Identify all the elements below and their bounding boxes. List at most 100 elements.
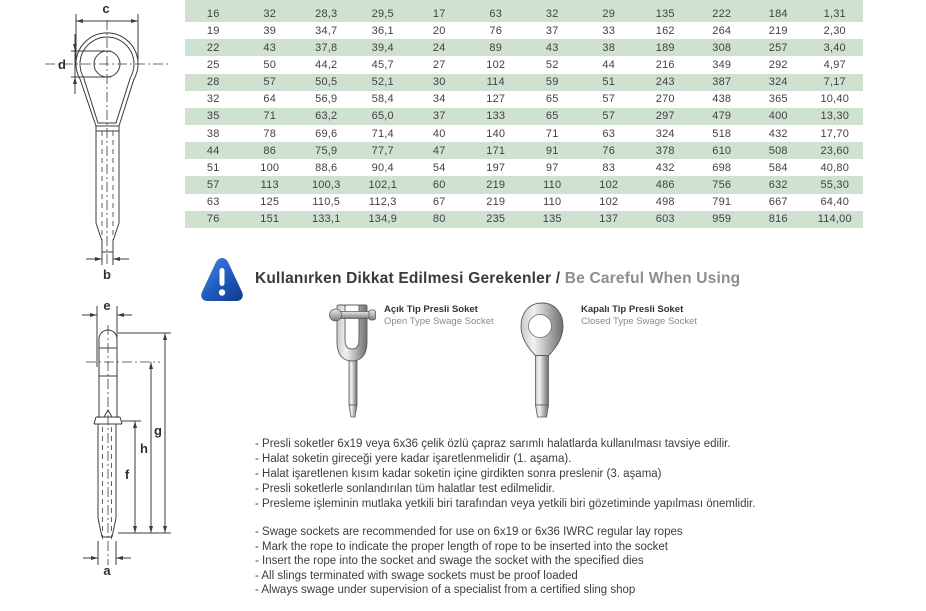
dim-label-g: g bbox=[154, 423, 162, 438]
table-cell: 110 bbox=[543, 196, 562, 209]
table-row: 35 71 63,2 65,0 37 133 65 57 297 479 400… bbox=[185, 107, 863, 125]
table-cell: 17,70 bbox=[820, 127, 850, 140]
table-cell: 80 bbox=[432, 213, 446, 226]
table-cell: 365 bbox=[768, 93, 788, 106]
table-cell: 292 bbox=[768, 58, 788, 71]
table-cell: 44,2 bbox=[315, 58, 338, 71]
table-cell: 43 bbox=[545, 41, 559, 54]
table-cell: 17 bbox=[432, 7, 446, 20]
table-cell: 86 bbox=[263, 144, 277, 157]
table-cell: 297 bbox=[655, 110, 675, 123]
table-cell: 2,30 bbox=[823, 24, 846, 37]
table-cell: 127 bbox=[486, 93, 506, 106]
table-cell: 32 bbox=[263, 7, 277, 20]
table-cell: 264 bbox=[712, 24, 732, 37]
closed-socket-caption: Kapalı Tip Presli Soket Closed Type Swag… bbox=[581, 304, 697, 327]
table-cell: 50 bbox=[263, 58, 277, 71]
closed-socket-title-tr: Kapalı Tip Presli Soket bbox=[581, 304, 684, 315]
table-cell: 71 bbox=[545, 127, 559, 140]
table-cell: 756 bbox=[712, 178, 732, 191]
table-cell: 57 bbox=[602, 110, 616, 123]
instruction-line: - Mark the rope to indicate the proper l… bbox=[255, 540, 668, 553]
table-cell: 77,7 bbox=[371, 144, 394, 157]
table-cell: 102 bbox=[486, 58, 506, 71]
table-cell: 13,30 bbox=[820, 110, 850, 123]
table-cell: 791 bbox=[712, 196, 732, 209]
dim-label-b: b bbox=[103, 267, 111, 282]
table-cell: 816 bbox=[768, 213, 788, 226]
closed-socket-illustration bbox=[520, 302, 564, 418]
table-cell: 102 bbox=[599, 196, 619, 209]
table-cell: 25 bbox=[206, 58, 220, 71]
table-cell: 135 bbox=[655, 7, 675, 20]
table-cell: 58,4 bbox=[371, 93, 394, 106]
section-title-english: Be Careful When Using bbox=[564, 270, 741, 287]
table-cell: 39 bbox=[263, 24, 277, 37]
table-cell: 22 bbox=[206, 41, 220, 54]
table-cell: 479 bbox=[712, 110, 732, 123]
table-cell: 63 bbox=[489, 7, 503, 20]
table-cell: 88,6 bbox=[315, 161, 338, 174]
dim-label-h: h bbox=[140, 441, 148, 456]
table-cell: 32 bbox=[545, 7, 559, 20]
table-cell: 114 bbox=[486, 76, 505, 89]
table-cell: 135 bbox=[542, 213, 562, 226]
table-cell: 508 bbox=[768, 144, 788, 157]
table-cell: 50,5 bbox=[315, 76, 338, 89]
spec-table-section: 16 32 28,3 29,5 17 63 32 29 135 222 184 … bbox=[185, 0, 863, 228]
table-cell: 219 bbox=[486, 178, 506, 191]
table-row: 32 64 56,9 58,4 34 127 65 57 270 438 365… bbox=[185, 91, 863, 108]
closed-socket-title-en: Closed Type Swage Socket bbox=[581, 315, 698, 327]
table-cell: 197 bbox=[486, 161, 506, 174]
dim-label-d: d bbox=[58, 57, 66, 72]
instruction-line: - Halat soketin gireceği yere kadar işar… bbox=[255, 453, 572, 465]
table-cell: 37 bbox=[432, 110, 446, 123]
table-cell: 189 bbox=[655, 41, 675, 54]
table-row: 28 57 50,5 52,1 30 114 59 51 243 387 324… bbox=[185, 73, 863, 91]
table-cell: 64 bbox=[263, 93, 277, 106]
table-cell: 44 bbox=[602, 58, 616, 71]
warning-triangle-icon bbox=[201, 258, 243, 301]
table-cell: 324 bbox=[655, 127, 675, 140]
table-cell: 76 bbox=[206, 213, 220, 226]
instruction-line: - Swage sockets are recommended for use … bbox=[255, 526, 683, 538]
table-cell: 37 bbox=[545, 24, 559, 37]
table-cell: 97 bbox=[545, 161, 559, 174]
table-cell: 23,60 bbox=[820, 144, 850, 157]
instruction-line: - All slings terminated with swage socke… bbox=[255, 569, 578, 582]
spec-table: 16 32 28,3 29,5 17 63 32 29 135 222 184 … bbox=[185, 5, 863, 228]
table-cell: 632 bbox=[768, 178, 788, 191]
table-cell: 37,8 bbox=[315, 41, 338, 54]
instructions-english: - Swage sockets are recommended for use … bbox=[255, 525, 815, 598]
table-cell: 20 bbox=[432, 24, 446, 37]
table-cell: 54 bbox=[432, 161, 446, 174]
table-row: 16 32 28,3 29,5 17 63 32 29 135 222 184 … bbox=[185, 5, 863, 23]
table-cell: 32 bbox=[206, 93, 220, 106]
table-cell: 71 bbox=[263, 110, 277, 123]
table-cell: 76 bbox=[489, 24, 503, 37]
table-cell: 184 bbox=[768, 7, 788, 20]
table-cell: 667 bbox=[768, 196, 788, 209]
table-cell: 35 bbox=[206, 110, 220, 123]
instruction-line: - Presli soketler 6x19 veya 6x36 çelik ö… bbox=[255, 438, 731, 450]
table-cell: 308 bbox=[712, 41, 732, 54]
table-cell: 16 bbox=[206, 7, 220, 20]
instruction-line: - Always swage under supervision of a sp… bbox=[255, 584, 636, 597]
table-cell: 110 bbox=[543, 178, 562, 191]
table-cell: 65 bbox=[545, 93, 559, 106]
table-cell: 57 bbox=[206, 178, 220, 191]
table-cell: 3,40 bbox=[823, 41, 846, 54]
table-cell: 71,4 bbox=[371, 127, 394, 140]
table-cell: 1,31 bbox=[823, 7, 846, 20]
table-cell: 102 bbox=[599, 178, 619, 191]
table-cell: 78 bbox=[263, 127, 277, 140]
table-cell: 4,97 bbox=[823, 58, 846, 71]
table-cell: 59 bbox=[545, 76, 559, 89]
table-row: 38 78 69,6 71,4 40 140 71 63 324 518 432… bbox=[185, 125, 863, 142]
table-cell: 47 bbox=[432, 144, 446, 157]
table-cell: 133 bbox=[486, 110, 506, 123]
table-cell: 162 bbox=[655, 24, 675, 37]
open-socket-title-en: Open Type Swage Socket bbox=[384, 315, 494, 327]
table-cell: 52 bbox=[545, 58, 559, 71]
